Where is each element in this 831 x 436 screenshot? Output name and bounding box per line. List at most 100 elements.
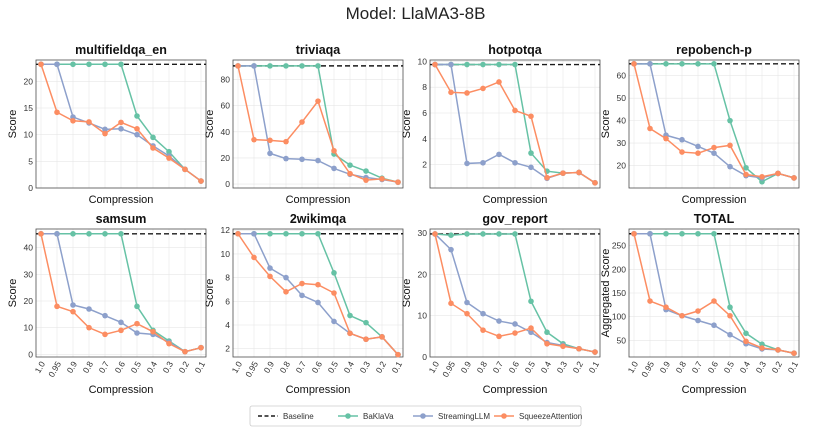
data-point-streamingllm <box>118 126 124 132</box>
data-point-baklava <box>363 168 369 174</box>
data-point-squeezeattention <box>331 147 337 154</box>
data-point-squeezeattention <box>592 349 598 355</box>
data-point-baklava <box>118 61 124 68</box>
y-axis-label: Score <box>204 110 216 139</box>
data-point-squeezeattention <box>182 166 188 173</box>
data-point-squeezeattention <box>70 308 76 315</box>
y-tick-label: 30 <box>418 228 428 238</box>
y-tick-label: 10 <box>418 311 428 321</box>
data-point-streamingllm <box>464 160 470 167</box>
y-axis-label: Score <box>600 110 612 139</box>
data-point-baklava <box>448 232 454 238</box>
data-point-squeezeattention <box>134 126 140 132</box>
data-point-streamingllm <box>528 164 534 171</box>
data-point-squeezeattention <box>251 254 257 261</box>
y-tick-label: 6 <box>225 296 230 306</box>
data-point-baklava <box>679 230 685 237</box>
y-tick-label: 2 <box>225 344 230 354</box>
x-tick-label: 0.3 <box>358 359 373 374</box>
data-point-squeezeattention <box>496 333 502 340</box>
data-point-squeezeattention <box>379 176 385 182</box>
x-tick-label: 0.9 <box>262 359 277 374</box>
y-tick-label: 5 <box>28 156 33 166</box>
y-tick-label: 60 <box>221 101 231 111</box>
y-tick-label: 2 <box>422 160 427 170</box>
data-point-baklava <box>347 162 353 168</box>
y-axis-label: Score <box>7 110 19 139</box>
data-point-squeezeattention <box>560 343 566 350</box>
data-point-streamingllm <box>299 292 305 299</box>
data-point-streamingllm <box>70 302 76 308</box>
data-point-streamingllm <box>86 306 92 312</box>
data-point-squeezeattention <box>663 304 669 311</box>
x-tick-label: 0.4 <box>342 359 357 374</box>
data-point-squeezeattention <box>182 348 188 355</box>
data-point-streamingllm <box>647 61 653 67</box>
x-tick-label: 0.8 <box>81 359 96 374</box>
x-tick-label: 0.7 <box>294 359 309 374</box>
axes-frame <box>628 228 800 358</box>
y-axis-label: Score <box>7 279 19 308</box>
data-point-baklava <box>743 330 749 337</box>
chart-title: triviaqa <box>296 43 342 57</box>
data-point-baklava <box>102 61 108 68</box>
y-tick-label: 50 <box>617 335 627 345</box>
x-tick-label: 0.5 <box>523 359 538 374</box>
data-point-squeezeattention <box>775 347 781 353</box>
y-tick-label: 10 <box>24 130 34 140</box>
data-point-squeezeattention <box>251 136 257 143</box>
data-point-baklava <box>512 231 518 237</box>
data-point-baklava <box>315 230 321 237</box>
data-point-squeezeattention <box>695 308 701 314</box>
data-point-streamingllm <box>54 231 60 237</box>
data-point-squeezeattention <box>395 351 401 358</box>
x-tick-label: 0.4 <box>539 359 554 374</box>
y-tick-label: 0 <box>28 349 33 359</box>
figure-title: Model: LlaMA3-8B <box>346 4 486 23</box>
data-point-squeezeattention <box>679 149 685 155</box>
data-point-squeezeattention <box>38 231 44 237</box>
data-point-baklava <box>480 231 486 237</box>
data-point-streamingllm <box>512 159 518 166</box>
data-point-squeezeattention <box>198 178 204 184</box>
panel-hotpotqa: 2 4 6 8 10 hotpotqa Compression Score <box>401 43 601 206</box>
data-point-squeezeattention <box>512 107 518 114</box>
x-axis-label: Compression <box>286 384 351 396</box>
y-tick-label: 4 <box>422 134 427 144</box>
panel-repobench-p: 20 30 40 50 60 repobench-p Compression Score <box>600 43 800 206</box>
data-point-squeezeattention <box>102 331 108 338</box>
data-point-streamingllm <box>448 246 454 253</box>
data-point-squeezeattention <box>727 142 733 149</box>
y-tick-label: 50 <box>617 93 627 103</box>
data-point-streamingllm <box>134 330 140 336</box>
data-point-squeezeattention <box>528 325 534 331</box>
data-point-squeezeattention <box>647 125 653 132</box>
x-tick-label: 0.9 <box>658 359 673 374</box>
data-point-baklava <box>679 61 685 67</box>
data-point-squeezeattention <box>363 177 369 183</box>
y-tick-label: 10 <box>24 323 34 333</box>
data-point-streamingllm <box>496 151 502 158</box>
x-tick-label: 0.9 <box>459 359 474 374</box>
data-point-baklava <box>86 61 92 68</box>
data-point-streamingllm <box>496 318 502 324</box>
y-tick-label: 10 <box>418 56 428 66</box>
data-point-streamingllm <box>679 136 685 143</box>
y-tick-label: 0 <box>225 179 230 189</box>
axes-frame <box>429 59 601 189</box>
data-point-squeezeattention <box>347 170 353 177</box>
data-point-baklava <box>331 270 337 276</box>
x-axis-label: Compression <box>483 194 548 206</box>
data-point-baklava <box>267 63 273 69</box>
axes-frame <box>429 228 601 358</box>
data-point-baklava <box>711 230 717 237</box>
x-tick-label: 0.95 <box>243 359 260 379</box>
data-point-streamingllm <box>528 329 534 336</box>
data-point-squeezeattention <box>791 175 797 181</box>
x-tick-label: 0.4 <box>145 359 160 374</box>
y-tick-label: 30 <box>24 269 34 279</box>
data-point-squeezeattention <box>102 130 108 137</box>
data-point-squeezeattention <box>663 135 669 142</box>
